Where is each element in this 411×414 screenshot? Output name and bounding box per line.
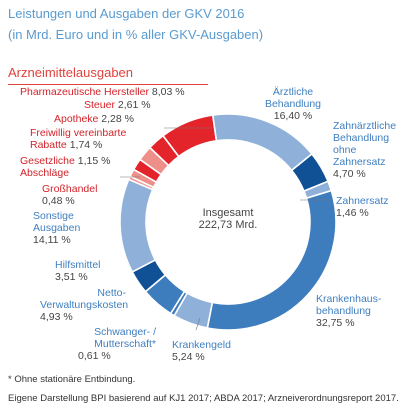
label-steuer-value: 2,61 % <box>117 99 151 111</box>
label-hilfsmittel-value: 3,51 % <box>55 271 88 283</box>
label-steuer-line1: Steuer <box>84 99 115 111</box>
source-note: Eigene Darstellung BPI basierend auf KJ1… <box>8 393 399 404</box>
section-title: Arzneimittelausgaben <box>8 65 134 80</box>
label-kranken: Krankenhaus- behandlung 32,75 % <box>316 293 381 329</box>
label-rabatte-value: 1,74 % <box>69 139 103 151</box>
label-netto-line2: Verwaltungskosten <box>40 299 129 311</box>
label-aerztlich-line2: Behandlung <box>264 98 322 110</box>
footnote: * Ohne stationäre Entbindung. <box>8 374 136 385</box>
label-zahn: Zahnärztliche Behandlung ohne Zahnersatz… <box>333 120 396 180</box>
label-krankengeld-value: 5,24 % <box>172 351 205 363</box>
label-kranken-value: 32,75 % <box>316 317 355 329</box>
label-schwanger: Schwanger- / Mutterschaft* 0,61 % <box>76 326 156 362</box>
label-krankengeld: Krankengeld 5,24 % <box>172 339 231 363</box>
center-value: 222,73 Mrd. <box>198 219 258 231</box>
label-schwanger-line1: Schwanger- / <box>94 326 156 338</box>
label-hilfsmittel: Hilfsmittel 3,51 % <box>55 259 101 283</box>
leader-lines <box>120 127 330 331</box>
label-apotheke-line1: Apotheke <box>54 113 99 125</box>
label-rabatte: Freiwillig vereinbarte Rabatte 1,74 % <box>30 127 126 151</box>
label-pharma: Pharmazeutische Hersteller 8,03 % <box>20 86 185 98</box>
label-zahn-line2: Behandlung <box>333 132 390 144</box>
label-kranken-line2: behandlung <box>316 305 371 317</box>
label-grosshandel-value: 0,48 % <box>42 195 75 207</box>
label-abschlaege: Gesetzliche 1,15 % Abschläge <box>20 155 110 179</box>
label-netto: Netto- Verwaltungskosten 4,93 % <box>40 287 129 323</box>
slice-steuer <box>148 134 180 167</box>
label-zahnersatz-line1: Zahnersatz <box>336 195 389 207</box>
label-abschlaege-line2: Abschläge <box>20 167 70 179</box>
label-zahn-line3: ohne <box>333 144 357 156</box>
label-abschlaege-value: 1,15 % <box>77 155 111 167</box>
label-pharma-value: 8,03 % <box>151 86 185 98</box>
label-grosshandel: Großhandel 0,48 % <box>42 183 97 207</box>
label-rabatte-row2: Rabatte 1,74 % <box>30 139 126 151</box>
label-zahn-line1: Zahnärztliche <box>333 120 397 132</box>
label-schwanger-value: 0,61 % <box>78 350 111 362</box>
label-aerztlich-line1: Ärztliche <box>272 86 314 98</box>
label-sonstige: Sonstige Ausgaben 14,11 % <box>33 210 80 246</box>
center-label: Insgesamt <box>202 207 254 219</box>
slice-sonstige-ausgaben <box>119 178 157 274</box>
label-zahn-line4: Zahnersatz <box>333 156 386 168</box>
label-grosshandel-line1: Großhandel <box>42 183 98 195</box>
label-pharma-line1: Pharmazeutische Hersteller <box>20 86 149 98</box>
section-underline <box>8 84 208 85</box>
label-abschlaege-row1: Gesetzliche 1,15 % <box>20 155 110 167</box>
label-schwanger-line2: Mutterschaft* <box>94 338 156 350</box>
label-netto-value: 4,93 % <box>40 311 73 323</box>
donut-slices <box>119 113 337 331</box>
label-aerztlich: Ärztliche Behandlung 16,40 % <box>256 86 330 122</box>
label-sonstige-value: 14,11 % <box>33 234 71 246</box>
label-aerztlich-value: 16,40 % <box>273 110 313 122</box>
label-netto-line1: Netto- <box>97 287 126 299</box>
label-apotheke-value: 2,28 % <box>101 113 134 125</box>
label-sonstige-line1: Sonstige <box>33 210 74 222</box>
chart-subtitle: (in Mrd. Euro und in % aller GKV-Ausgabe… <box>8 27 264 42</box>
slice-ärztliche-behandlung <box>211 113 313 172</box>
label-apotheke: Apotheke 2,28 % <box>54 113 134 125</box>
label-kranken-line1: Krankenhaus- <box>316 293 382 305</box>
label-zahn-value: 4,70 % <box>333 168 366 180</box>
label-zahnersatz: Zahnersatz 1,46 % <box>336 195 389 219</box>
label-sonstige-line2: Ausgaben <box>33 222 81 234</box>
label-zahnersatz-value: 1,46 % <box>336 207 369 219</box>
label-krankengeld-line1: Krankengeld <box>172 339 231 351</box>
label-steuer: Steuer 2,61 % <box>84 99 151 111</box>
label-rabatte-line2: Rabatte <box>30 139 67 151</box>
label-rabatte-line1: Freiwillig vereinbarte <box>30 127 127 139</box>
label-abschlaege-line1: Gesetzliche <box>20 155 75 167</box>
chart-title: Leistungen und Ausgaben der GKV 2016 <box>8 6 245 21</box>
label-hilfsmittel-line1: Hilfsmittel <box>55 259 101 271</box>
